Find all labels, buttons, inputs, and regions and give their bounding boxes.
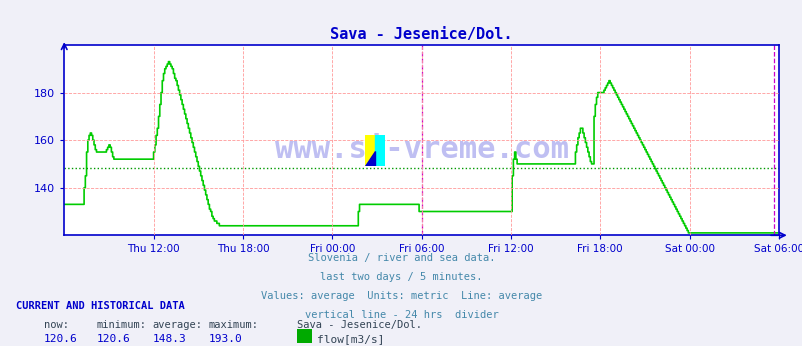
Bar [365,135,375,166]
Text: Values: average  Units: metric  Line: average: Values: average Units: metric Line: aver… [261,291,541,301]
Text: CURRENT AND HISTORICAL DATA: CURRENT AND HISTORICAL DATA [16,301,184,311]
Text: 120.6: 120.6 [44,334,78,344]
Text: last two days / 5 minutes.: last two days / 5 minutes. [320,272,482,282]
Text: vertical line - 24 hrs  divider: vertical line - 24 hrs divider [304,310,498,320]
Text: www.si-vreme.com: www.si-vreme.com [274,135,568,164]
Text: 148.3: 148.3 [152,334,186,344]
Text: flow[m3/s]: flow[m3/s] [317,334,384,344]
Bar [375,135,385,166]
Polygon shape [365,151,375,166]
Text: now:: now: [44,320,69,330]
Text: Slovenia / river and sea data.: Slovenia / river and sea data. [307,253,495,263]
Text: minimum:: minimum: [96,320,146,330]
Text: 193.0: 193.0 [209,334,242,344]
Text: average:: average: [152,320,202,330]
Title: Sava - Jesenice/Dol.: Sava - Jesenice/Dol. [330,27,512,43]
Text: Sava - Jesenice/Dol.: Sava - Jesenice/Dol. [297,320,422,330]
Text: 120.6: 120.6 [96,334,130,344]
Text: maximum:: maximum: [209,320,258,330]
